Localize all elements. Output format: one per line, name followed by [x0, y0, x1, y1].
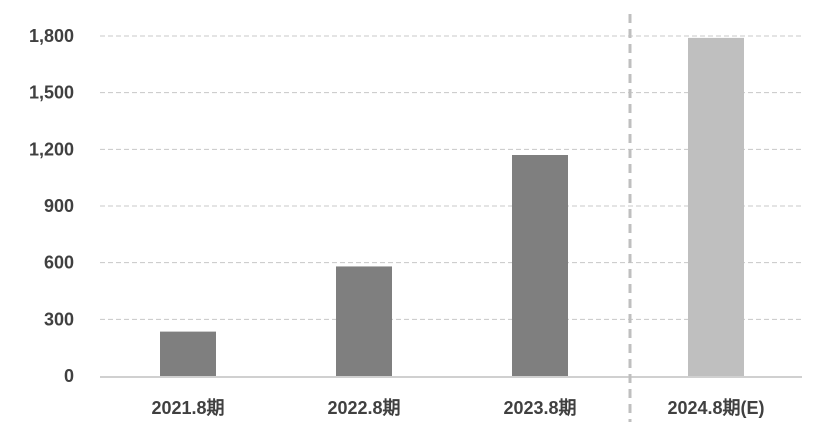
- y-tick-label: 900: [44, 196, 74, 216]
- y-tick-label: 300: [44, 309, 74, 329]
- bar: [512, 155, 568, 376]
- y-axis-ticks: 0 300 600 900 1,200 1,500 1,800: [29, 26, 74, 386]
- y-tick-label: 1,800: [29, 26, 74, 46]
- x-axis-ticks: 2021.8期 2022.8期 2023.8期 2024.8期(E): [151, 398, 764, 418]
- x-tick-label: 2022.8期: [327, 398, 400, 418]
- y-tick-label: 1,200: [29, 139, 74, 159]
- x-tick-label: 2023.8期: [503, 398, 576, 418]
- x-tick-label: 2021.8期: [151, 398, 224, 418]
- grid-lines: [100, 35, 802, 378]
- bars: [160, 37, 744, 377]
- x-tick-label: 2024.8期(E): [667, 398, 764, 418]
- bar-forecast: [688, 37, 744, 377]
- y-tick-label: 1,500: [29, 83, 74, 103]
- y-tick-label: 0: [64, 366, 74, 386]
- bar: [336, 266, 392, 376]
- bar: [160, 331, 216, 376]
- y-tick-label: 600: [44, 253, 74, 273]
